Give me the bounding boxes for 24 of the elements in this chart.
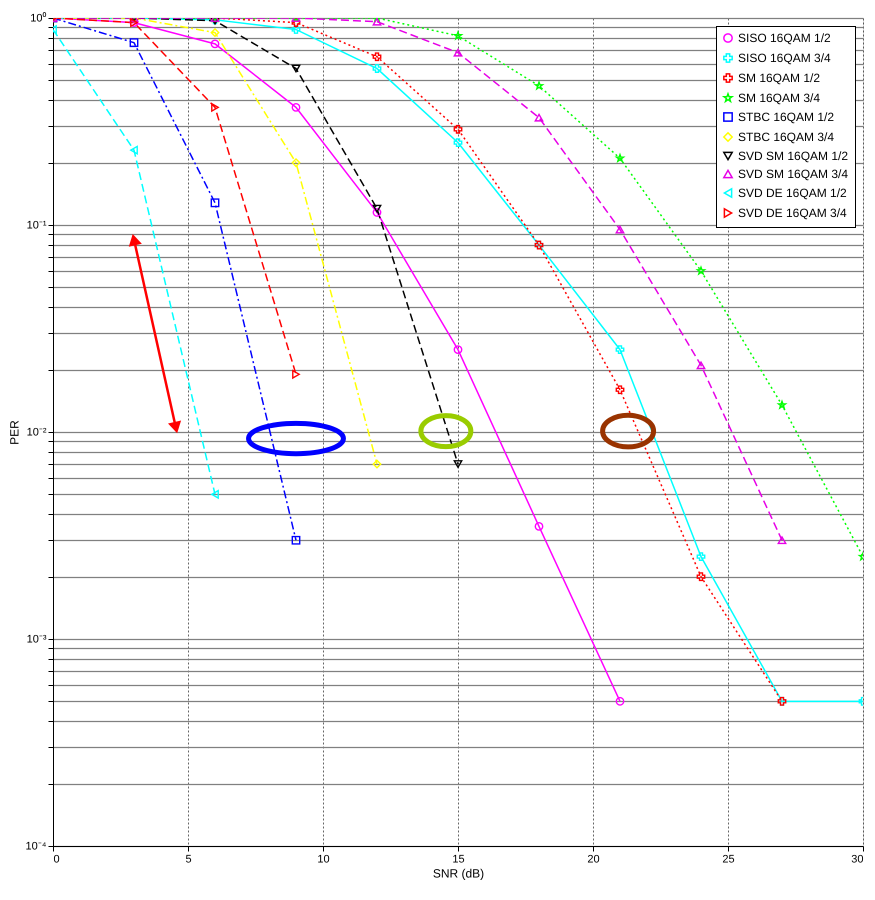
legend-label: SVD DE 16QAM 1/2 [738,186,848,200]
legend-label: SVD SM 16QAM 1/2 [738,149,848,163]
x-tick-label: 10 [317,854,330,866]
y-tick-label: 10⁻³ [26,634,47,646]
legend-label: SM 16QAM 3/4 [738,91,820,105]
legend-label: STBC 16QAM 3/4 [738,130,834,144]
x-axis-title: SNR (dB) [432,866,484,880]
y-tick-label: 10⁻¹ [26,220,47,232]
x-tick-label: 5 [185,854,192,866]
legend-label: SISO 16QAM 3/4 [738,51,832,65]
legend-label: SVD SM 16QAM 3/4 [738,167,848,181]
y-tick-label: 10⁻² [26,426,47,438]
x-tick-label: 25 [722,854,735,866]
legend-label: SISO 16QAM 1/2 [738,31,832,45]
y-axis-title: PER [8,420,22,445]
x-tick-label: 30 [851,854,864,866]
x-tick-label: 0 [54,854,60,866]
y-tick-label: 10⁰ [30,12,46,24]
x-tick-label: 20 [587,854,600,866]
x-tick-label: 15 [452,854,465,866]
legend-label: SVD DE 16QAM 3/4 [738,206,848,220]
legend-label: SM 16QAM 1/2 [738,71,820,85]
legend-label: STBC 16QAM 1/2 [738,110,834,124]
y-tick-label: 10⁻⁴ [26,840,47,852]
